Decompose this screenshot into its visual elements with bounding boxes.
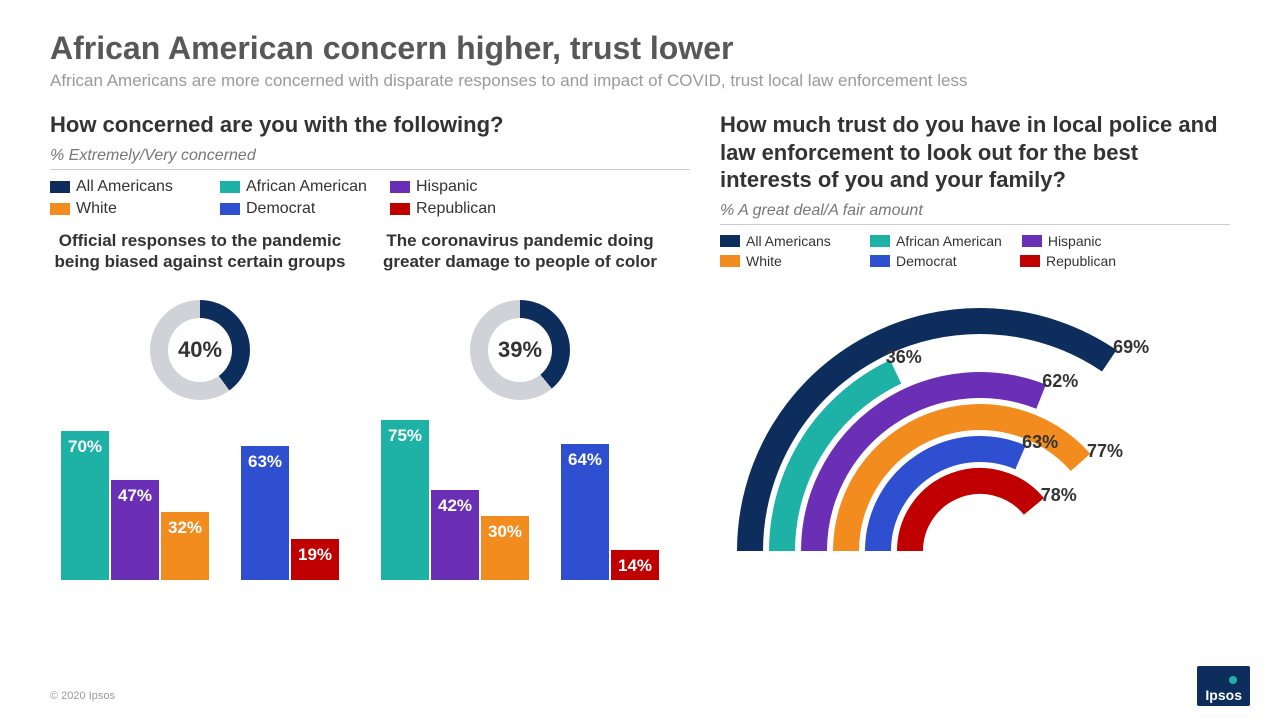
donut-value: 39% bbox=[488, 318, 552, 382]
legend-swatch-icon bbox=[220, 203, 240, 215]
chart1-bars: 70%47%32% 63%19% bbox=[50, 410, 350, 580]
bar-hispanic: 42% bbox=[431, 490, 479, 579]
legend-label: Hispanic bbox=[1048, 233, 1102, 249]
ipsos-logo: Ipsos bbox=[1197, 666, 1250, 706]
legend-swatch-icon bbox=[50, 181, 70, 193]
legend-item-hispanic: Hispanic bbox=[1022, 233, 1152, 249]
legend-item-all: All Americans bbox=[50, 178, 200, 196]
subtitle: African Americans are more concerned wit… bbox=[50, 71, 1230, 91]
bar-african_american: 70% bbox=[61, 431, 109, 580]
legend-swatch-icon bbox=[50, 203, 70, 215]
right-metric-label: % A great deal/A fair amount bbox=[720, 202, 1230, 225]
legend-swatch-icon bbox=[720, 235, 740, 247]
legend-item-white: White bbox=[720, 253, 850, 269]
legend-label: African American bbox=[896, 233, 1002, 249]
bar-republican: 19% bbox=[291, 539, 339, 579]
legend-label: All Americans bbox=[746, 233, 831, 249]
legend-label: Republican bbox=[416, 200, 496, 218]
chart-biased-responses: Official responses to the pandemic being… bbox=[50, 230, 350, 580]
logo-text: Ipsos bbox=[1205, 687, 1242, 703]
bar-democrat: 64% bbox=[561, 444, 609, 580]
main-title: African American concern higher, trust l… bbox=[50, 30, 1230, 67]
bar-hispanic: 47% bbox=[111, 480, 159, 580]
chart2-donut: 39% bbox=[470, 300, 570, 400]
left-legend: All Americans African American Hispanic Whi… bbox=[50, 178, 690, 218]
donut-value: 40% bbox=[168, 318, 232, 382]
legend-swatch-icon bbox=[220, 181, 240, 193]
legend-swatch-icon bbox=[870, 255, 890, 267]
right-section-title: How much trust do you have in local poli… bbox=[720, 111, 1230, 194]
left-section-title: How concerned are you with the following… bbox=[50, 111, 690, 139]
left-metric-label: % Extremely/Very concerned bbox=[50, 147, 690, 170]
legend-swatch-icon bbox=[1020, 255, 1040, 267]
bar-group: 70%47%32% bbox=[61, 431, 209, 580]
legend-swatch-icon bbox=[1022, 235, 1042, 247]
legend-label: Democrat bbox=[896, 253, 957, 269]
legend-item-african_american: African American bbox=[870, 233, 1002, 249]
legend-item-hispanic: Hispanic bbox=[390, 178, 540, 196]
copyright-footer: © 2020 Ipsos bbox=[50, 690, 115, 702]
legend-item-republican: Republican bbox=[390, 200, 540, 218]
legend-label: Hispanic bbox=[416, 178, 477, 196]
legend-item-democrat: Democrat bbox=[220, 200, 370, 218]
bar-group: 63%19% bbox=[241, 446, 339, 580]
legend-label: Democrat bbox=[246, 200, 315, 218]
arc-label-white: 77% bbox=[1087, 441, 1123, 462]
chart2-bars: 75%42%30% 64%14% bbox=[370, 410, 670, 580]
legend-label: White bbox=[76, 200, 117, 218]
arc-label-republican: 78% bbox=[1041, 485, 1077, 506]
legend-item-all: All Americans bbox=[720, 233, 850, 249]
arc-republican bbox=[910, 481, 1034, 551]
legend-item-african_american: African American bbox=[220, 178, 370, 196]
logo-dot-icon bbox=[1229, 676, 1237, 684]
legend-item-white: White bbox=[50, 200, 200, 218]
right-legend: All Americans African American Hispanic Whi… bbox=[720, 233, 1230, 269]
legend-label: African American bbox=[246, 178, 367, 196]
bar-african_american: 75% bbox=[381, 420, 429, 579]
chart1-donut: 40% bbox=[150, 300, 250, 400]
legend-swatch-icon bbox=[870, 235, 890, 247]
arc-label-hispanic: 62% bbox=[1042, 371, 1078, 392]
legend-item-republican: Republican bbox=[1020, 253, 1150, 269]
bar-democrat: 63% bbox=[241, 446, 289, 580]
legend-swatch-icon bbox=[720, 255, 740, 267]
legend-swatch-icon bbox=[390, 181, 410, 193]
legend-label: White bbox=[746, 253, 782, 269]
chart2-subtitle: The coronavirus pandemic doing greater d… bbox=[370, 230, 670, 300]
arc-label-african_american: 36% bbox=[886, 347, 922, 368]
arc-label-democrat: 63% bbox=[1022, 432, 1058, 453]
bar-white: 32% bbox=[161, 512, 209, 580]
arc-label-all: 69% bbox=[1113, 337, 1149, 358]
legend-label: Republican bbox=[1046, 253, 1116, 269]
bar-republican: 14% bbox=[611, 550, 659, 580]
legend-swatch-icon bbox=[390, 203, 410, 215]
bar-group: 64%14% bbox=[561, 444, 659, 580]
bar-white: 30% bbox=[481, 516, 529, 580]
chart-greater-damage: The coronavirus pandemic doing greater d… bbox=[370, 230, 670, 580]
legend-label: All Americans bbox=[76, 178, 173, 196]
trust-arc-chart: 69% 36% 62% 77% 63% 78% bbox=[720, 281, 1220, 561]
chart1-subtitle: Official responses to the pandemic being… bbox=[50, 230, 350, 300]
bar-group: 75%42%30% bbox=[381, 420, 529, 579]
legend-item-democrat: Democrat bbox=[870, 253, 1000, 269]
